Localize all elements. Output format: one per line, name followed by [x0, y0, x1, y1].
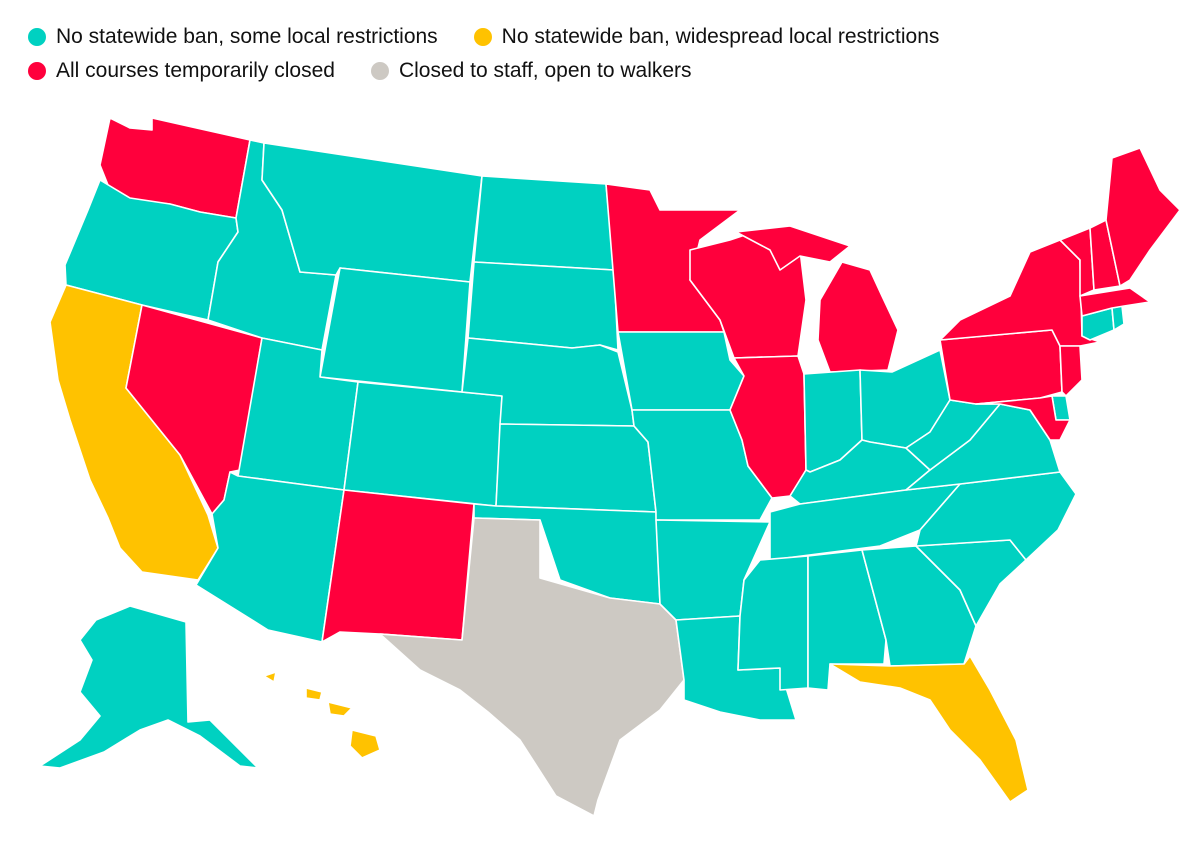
state-michigan[interactable] [735, 225, 899, 373]
legend-item-staff-only: Closed to staff, open to walkers [370, 59, 692, 83]
state-new-jersey[interactable] [1059, 345, 1083, 397]
legend-swatch-red [28, 62, 46, 80]
state-alaska[interactable] [39, 605, 259, 769]
state-new-mexico[interactable] [321, 489, 475, 643]
legend-label: Closed to staff, open to walkers [398, 59, 692, 82]
state-colorado[interactable] [343, 381, 503, 507]
state-maine[interactable] [1105, 147, 1181, 287]
state-vermont[interactable] [1059, 227, 1095, 297]
state-hawaii[interactable] [263, 671, 381, 759]
state-texas[interactable] [379, 517, 685, 817]
state-maryland[interactable] [975, 395, 1071, 441]
state-iowa[interactable] [617, 331, 745, 411]
map-legend: No statewide ban, some local restriction… [28, 20, 1168, 88]
legend-swatch-teal [28, 28, 46, 46]
state-massachusetts[interactable] [1079, 287, 1151, 317]
legend-swatch-yellow [473, 28, 492, 46]
legend-label: No statewide ban, some local restriction… [56, 25, 438, 48]
state-florida[interactable] [829, 655, 1029, 803]
state-kansas[interactable] [495, 423, 657, 513]
state-rhode-island[interactable] [1111, 305, 1125, 331]
legend-item-some-local: No statewide ban, some local restriction… [28, 25, 438, 49]
legend-swatch-gray [370, 62, 389, 80]
state-south-dakota[interactable] [467, 261, 619, 351]
legend-row: All courses temporarily closed Closed to… [28, 54, 1168, 88]
legend-row: No statewide ban, some local restriction… [28, 20, 1168, 54]
legend-item-closed: All courses temporarily closed [28, 59, 335, 83]
state-illinois[interactable] [729, 355, 807, 499]
legend-item-widespread-local: No statewide ban, widespread local restr… [473, 25, 940, 49]
legend-label: No statewide ban, widespread local restr… [501, 25, 940, 48]
state-north-dakota[interactable] [473, 175, 615, 271]
state-wyoming[interactable] [319, 267, 471, 393]
state-pennsylvania[interactable] [939, 329, 1063, 405]
legend-label: All courses temporarily closed [56, 59, 335, 82]
